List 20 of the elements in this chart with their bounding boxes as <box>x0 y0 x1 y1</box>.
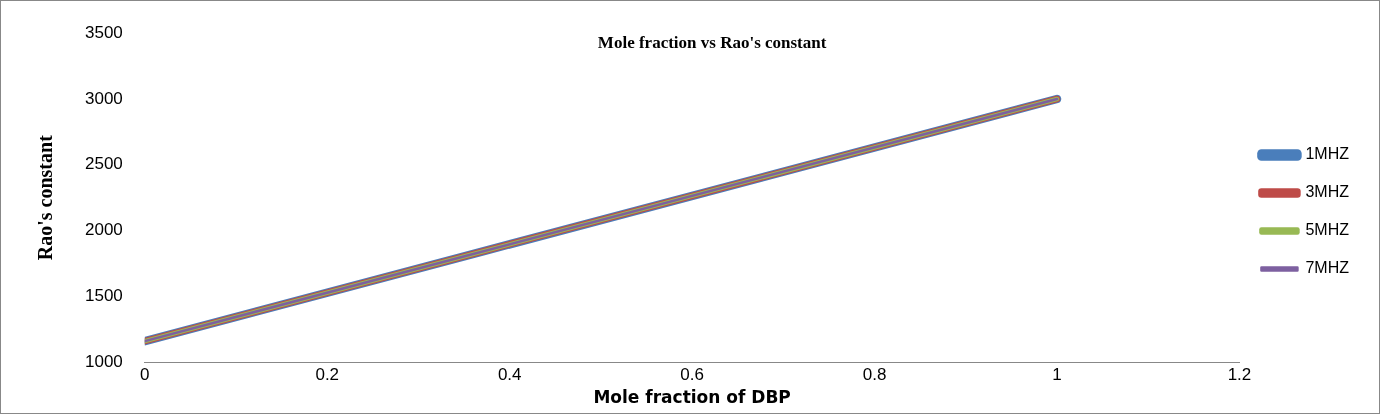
x-tick-label: 0.4 <box>497 365 522 385</box>
y-tick-label: 3500 <box>84 22 123 42</box>
legend-label: 7MHZ <box>1305 259 1350 277</box>
x-tick-label: 0.2 <box>315 365 340 385</box>
legend-label: 3MHZ <box>1305 183 1350 201</box>
x-tick-label: 0.8 <box>862 365 887 385</box>
x-tick-label: 1.2 <box>1227 365 1252 385</box>
y-tick-label: 1500 <box>84 286 123 306</box>
x-tick-label: 0 <box>140 365 150 385</box>
y-tick-label: 1000 <box>84 351 123 371</box>
legend-label: 1MHZ <box>1305 145 1350 163</box>
y-tick-label: 2000 <box>84 220 123 240</box>
x-axis-title: Mole fraction of DBP <box>593 387 791 408</box>
x-tick-label: 1 <box>1052 365 1062 385</box>
chart-title: Mole fraction vs Rao's constant <box>597 33 827 53</box>
x-tick-label: 0.6 <box>680 365 704 385</box>
y-tick-label: 3000 <box>84 88 123 108</box>
y-tick-label: 2500 <box>84 154 123 174</box>
legend-label: 5MHZ <box>1305 221 1350 239</box>
y-axis-title: Rao's constant <box>34 134 57 261</box>
